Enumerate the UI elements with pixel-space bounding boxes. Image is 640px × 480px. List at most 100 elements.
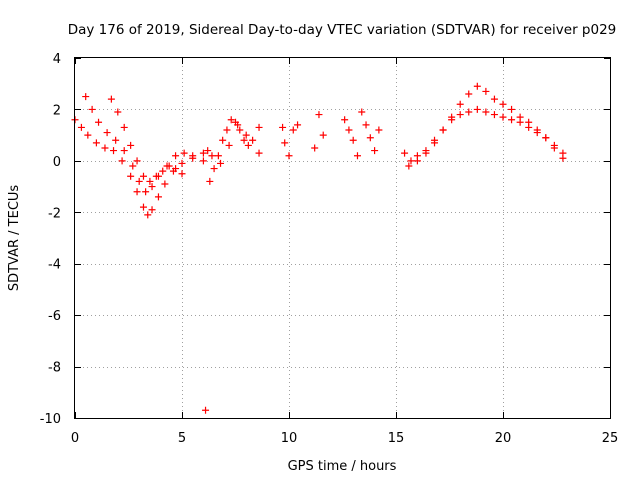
- data-point: [255, 123, 263, 131]
- data-point: [473, 82, 481, 90]
- data-point: [311, 144, 319, 152]
- data-point: [208, 152, 216, 160]
- axis-ticks: [75, 58, 611, 419]
- data-point: [431, 139, 439, 147]
- data-point: [101, 144, 109, 152]
- series-track-c: [107, 95, 186, 185]
- plot-frame: [74, 57, 611, 419]
- data-point: [189, 152, 197, 160]
- y-tick-label: -4: [48, 258, 61, 273]
- data-point: [234, 121, 242, 129]
- data-point: [289, 126, 297, 134]
- data-point: [139, 172, 147, 180]
- series-segment-6-9h: [206, 116, 263, 185]
- data-point: [103, 129, 111, 137]
- data-point: [353, 152, 361, 160]
- data-point: [542, 134, 550, 142]
- data-point: [281, 139, 289, 147]
- data-point: [172, 152, 180, 160]
- data-point: [214, 152, 222, 160]
- data-point: [144, 211, 152, 219]
- data-point: [285, 152, 293, 160]
- data-point: [456, 100, 464, 108]
- series-track-b: [82, 93, 207, 196]
- y-tick-label: -2: [48, 206, 61, 221]
- data-point: [362, 121, 370, 129]
- data-point: [407, 157, 415, 165]
- data-point: [88, 105, 96, 113]
- data-point: [127, 172, 135, 180]
- data-point: [199, 149, 207, 157]
- data-point: [118, 157, 126, 165]
- data-point: [142, 188, 150, 196]
- x-tick-label: 5: [178, 431, 186, 446]
- data-point: [154, 193, 162, 201]
- data-point: [152, 172, 160, 180]
- data-point: [482, 87, 490, 95]
- data-point: [129, 162, 137, 170]
- data-point: [227, 116, 235, 124]
- data-point: [358, 108, 366, 116]
- data-point: [204, 147, 212, 155]
- data-point: [219, 136, 227, 144]
- data-point: [146, 177, 154, 185]
- data-point: [180, 149, 188, 157]
- data-point: [148, 206, 156, 214]
- data-point: [439, 126, 447, 134]
- data-point: [405, 162, 413, 170]
- data-point: [249, 136, 257, 144]
- data-point: [413, 157, 421, 165]
- x-tick-label: 25: [602, 431, 619, 446]
- data-point: [315, 111, 323, 119]
- data-point: [165, 162, 173, 170]
- data-point: [127, 141, 135, 149]
- series-segment-9-14h: [279, 108, 383, 160]
- data-point: [77, 123, 85, 131]
- y-axis-label: SDTVAR / TECUs: [7, 185, 22, 292]
- data-point: [550, 144, 558, 152]
- x-tick-label: 0: [71, 431, 79, 446]
- tick-labels: 0 5 10 15 20 25 -10 -8 -6 -4 -2 0 2 4: [40, 52, 619, 446]
- data-point: [448, 113, 456, 121]
- data-point: [206, 177, 214, 185]
- data-point: [161, 180, 169, 188]
- series-track-e: [405, 82, 567, 170]
- data-point: [456, 111, 464, 119]
- x-tick-label: 20: [495, 431, 512, 446]
- data-point: [82, 93, 90, 101]
- data-point: [107, 95, 115, 103]
- data-point: [375, 126, 383, 134]
- data-point: [92, 139, 100, 147]
- data-point: [110, 147, 118, 155]
- grid-lines: [75, 58, 610, 418]
- data-point: [120, 123, 128, 131]
- data-point: [279, 123, 287, 131]
- data-point: [225, 141, 233, 149]
- data-point: [349, 136, 357, 144]
- data-point: [490, 111, 498, 119]
- y-tick-label: -6: [48, 309, 61, 324]
- data-point: [516, 113, 524, 121]
- data-point: [178, 159, 186, 167]
- data-point: [95, 118, 103, 126]
- data-point: [508, 105, 516, 113]
- data-point: [401, 149, 409, 157]
- data-point: [210, 165, 218, 173]
- data-point: [499, 113, 507, 121]
- data-point: [133, 188, 141, 196]
- data-point: [255, 149, 263, 157]
- data-point: [465, 90, 473, 98]
- data-point: [294, 121, 302, 129]
- data-point: [120, 147, 128, 155]
- data-point: [499, 100, 507, 108]
- data-point: [319, 131, 327, 139]
- data-point: [223, 126, 231, 134]
- data-point: [482, 108, 490, 116]
- data-point: [341, 116, 349, 124]
- data-point: [217, 159, 225, 167]
- data-point: [178, 170, 186, 178]
- chart-title: Day 176 of 2019, Sidereal Day-to-day VTE…: [68, 22, 617, 38]
- y-tick-label: 4: [53, 52, 61, 67]
- x-tick-label: 15: [388, 431, 405, 446]
